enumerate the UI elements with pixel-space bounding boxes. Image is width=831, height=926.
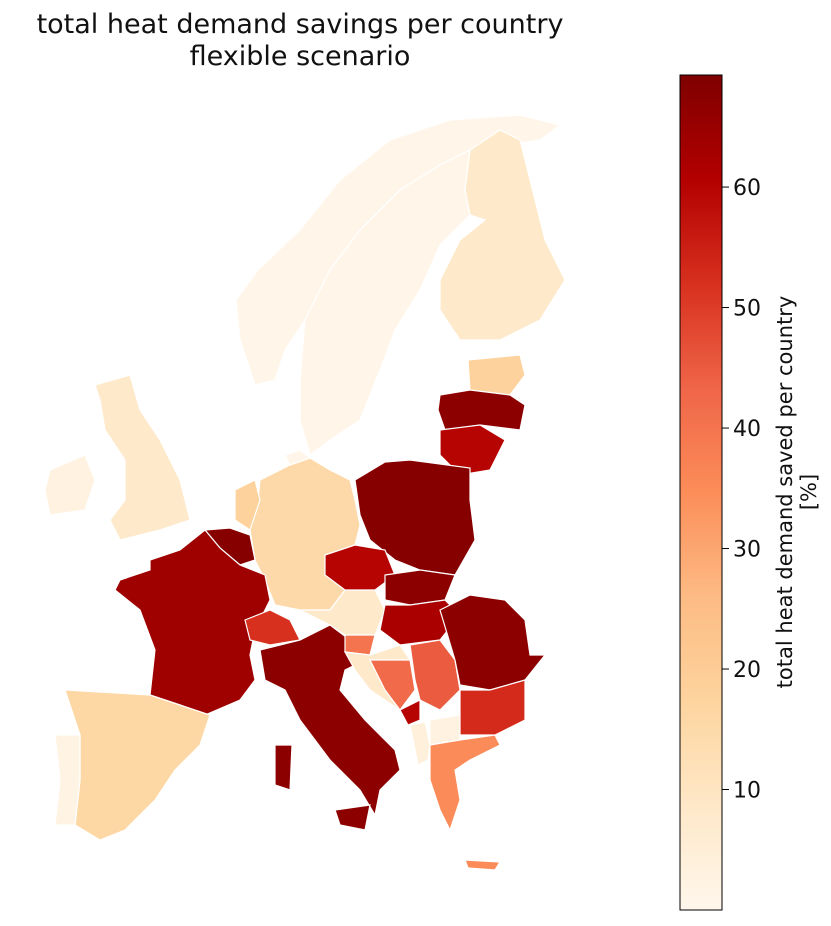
tick-label: 20 xyxy=(733,658,761,683)
tick-label: 30 xyxy=(733,538,761,563)
region xyxy=(64,689,211,841)
region xyxy=(354,459,476,576)
region xyxy=(439,424,506,476)
region xyxy=(259,624,401,831)
region xyxy=(437,389,526,431)
map xyxy=(44,114,566,871)
colorbar-ticks: 10 20 30 40 50 60 xyxy=(722,176,761,804)
region xyxy=(299,148,471,457)
region xyxy=(94,374,191,541)
tick-label: 50 xyxy=(733,297,761,322)
region xyxy=(234,479,261,531)
region xyxy=(399,699,421,726)
region xyxy=(439,129,566,341)
region xyxy=(467,354,526,396)
title-line: flexible scenario xyxy=(190,41,411,72)
region xyxy=(439,594,547,691)
colorbar-label-line: [%] xyxy=(797,474,821,510)
colorbar xyxy=(679,74,723,911)
colorbar-label-line: total heat demand saved per country xyxy=(773,296,797,689)
region xyxy=(369,659,416,711)
tick-label: 60 xyxy=(733,176,761,201)
tick-label: 40 xyxy=(733,417,761,442)
region xyxy=(459,679,526,736)
tick-label: 10 xyxy=(733,779,761,804)
region xyxy=(409,639,461,711)
colorbar-label: total heat demand saved per country [%] xyxy=(773,296,821,689)
region xyxy=(284,449,312,466)
region xyxy=(409,721,431,766)
region xyxy=(114,529,271,716)
title-line: total heat demand savings per country xyxy=(37,9,564,40)
region xyxy=(54,734,81,826)
region xyxy=(44,454,96,516)
region xyxy=(429,734,502,871)
